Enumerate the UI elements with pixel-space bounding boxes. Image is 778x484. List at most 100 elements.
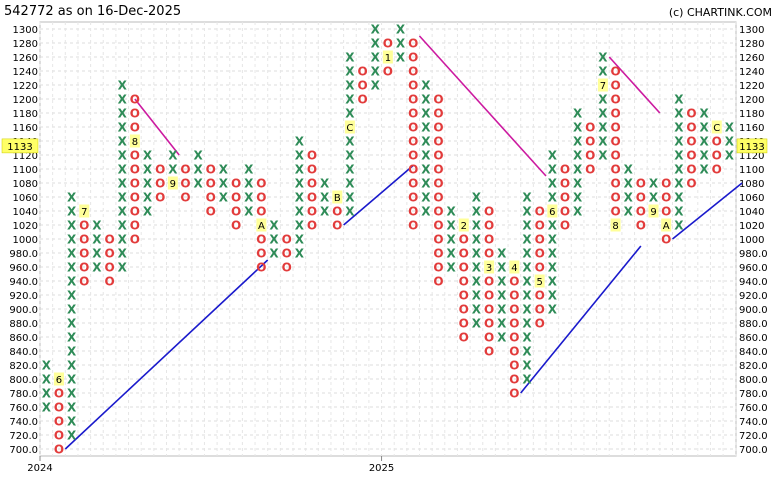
y-tick-label: 920.0 [739, 291, 768, 302]
x-box: X [295, 149, 305, 163]
o-box: O [686, 135, 696, 149]
y-tick-label: 800.0 [739, 375, 768, 386]
o-box: O [433, 163, 443, 177]
o-box: O [484, 303, 494, 317]
o-box: O [610, 93, 620, 107]
x-box: X [573, 107, 583, 121]
x-box: X [674, 149, 684, 163]
o-box: O [484, 317, 494, 331]
x-box: X [472, 233, 482, 247]
x-box: X [649, 177, 659, 191]
o-box: O [636, 205, 646, 219]
month-marker: B [334, 193, 341, 204]
pnf-column: XXX [219, 163, 229, 205]
x-box: X [725, 121, 735, 135]
x-box: X [421, 107, 431, 121]
o-box: O [79, 233, 89, 247]
o-box: O [408, 93, 418, 107]
y-tick-label: 1000 [739, 235, 764, 246]
x-box: X [674, 93, 684, 107]
x-box: X [421, 163, 431, 177]
x-box: X [143, 205, 153, 219]
month-marker: 1 [385, 53, 391, 64]
x-box: X [118, 93, 128, 107]
o-box: O [433, 205, 443, 219]
o-box: O [585, 163, 595, 177]
x-box: X [244, 177, 254, 191]
y-tick-label: 1240 [739, 67, 764, 78]
y-tick-label: 1080 [739, 179, 764, 190]
o-box: O [130, 121, 140, 135]
o-box: O [686, 163, 696, 177]
y-tick-label: 1260 [739, 53, 764, 64]
x-axis: 2024 2025 [27, 456, 394, 474]
y-tick-label: 880.0 [9, 319, 38, 330]
y-tick-label: 1040 [13, 207, 38, 218]
pnf-column: XXX [725, 121, 735, 163]
x-box: X [67, 261, 77, 275]
o-box: O [610, 205, 620, 219]
y-tick-label: 1280 [739, 39, 764, 50]
x-box: X [522, 317, 532, 331]
x-box: X [244, 191, 254, 205]
x-box: X [295, 205, 305, 219]
pnf-columns: XXXXOOOOO6XXXXXXXXXXXXXXXXXXOOOOO7XXXXOO… [42, 23, 735, 457]
x-box: X [67, 331, 77, 345]
o-box: O [104, 261, 114, 275]
o-box: O [231, 219, 241, 233]
o-box: O [408, 65, 418, 79]
o-box: O [433, 93, 443, 107]
month-marker-bg [484, 260, 495, 274]
x-box: X [522, 261, 532, 275]
o-box: O [307, 177, 317, 191]
x-box: X [674, 135, 684, 149]
x-box: X [472, 191, 482, 205]
trendline [134, 98, 180, 156]
o-box: O [712, 163, 722, 177]
month-marker-bg [256, 218, 267, 232]
x-box: X [118, 233, 128, 247]
month-marker-bg [547, 204, 558, 218]
o-box: O [79, 247, 89, 261]
o-box: O [408, 121, 418, 135]
x-box: X [193, 149, 203, 163]
y-tick-label: 980.0 [9, 249, 38, 260]
o-box: O [484, 289, 494, 303]
x-box: X [674, 177, 684, 191]
o-box: O [535, 219, 545, 233]
o-box: O [104, 247, 114, 261]
o-box: O [408, 205, 418, 219]
o-box: O [636, 191, 646, 205]
o-box: O [686, 177, 696, 191]
x-box: X [118, 79, 128, 93]
x-box: X [345, 149, 355, 163]
o-box: O [206, 163, 216, 177]
y-tick-label: 1180 [13, 109, 38, 120]
y-tick-label: 960.0 [9, 263, 38, 274]
month-marker-bg [167, 176, 178, 190]
month-marker: C [713, 123, 720, 134]
x-box: X [345, 65, 355, 79]
o-box: O [484, 275, 494, 289]
x-box: X [219, 177, 229, 191]
o-box: O [130, 107, 140, 121]
x-box: X [624, 163, 634, 177]
x-box: X [548, 261, 558, 275]
x-box: X [522, 219, 532, 233]
x-box: X [649, 191, 659, 205]
o-box: O [661, 191, 671, 205]
y-axis-right: 1300128012601240122012001180116011401120… [739, 25, 768, 456]
o-box: O [509, 387, 519, 401]
x-box: X [497, 317, 507, 331]
x-box: X [598, 149, 608, 163]
y-tick-label: 800.0 [9, 375, 38, 386]
pnf-column: 9 XX [648, 177, 659, 218]
x-box: X [725, 149, 735, 163]
x-box: X [421, 191, 431, 205]
pnf-column: OOO [180, 163, 190, 205]
x-box: X [118, 163, 128, 177]
x-box: X [345, 177, 355, 191]
